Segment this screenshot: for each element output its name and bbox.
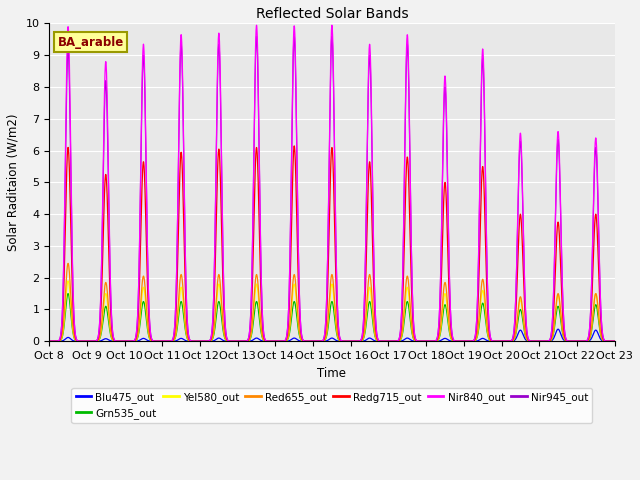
Nir840_out xyxy=(110,336,118,341)
Blu475_out xyxy=(287,337,294,343)
Blu475_out xyxy=(554,326,562,332)
Redg715_out xyxy=(287,265,294,271)
Red655_out xyxy=(143,318,151,324)
Nir840_out xyxy=(143,233,151,239)
Yel580_out xyxy=(143,321,151,327)
Line: Redg715_out: Redg715_out xyxy=(49,146,614,341)
Red655_out xyxy=(110,338,118,344)
X-axis label: Time: Time xyxy=(317,367,346,380)
Blu475_out xyxy=(611,338,618,344)
Nir840_out xyxy=(45,338,53,344)
Redg715_out xyxy=(291,143,298,149)
Red655_out xyxy=(287,311,294,316)
Nir840_out xyxy=(253,22,260,28)
Red655_out xyxy=(45,338,53,344)
Redg715_out xyxy=(262,338,270,344)
Nir840_out xyxy=(262,338,270,344)
Red655_out xyxy=(611,338,618,344)
Grn535_out xyxy=(64,291,72,297)
Text: BA_arable: BA_arable xyxy=(58,36,124,49)
Redg715_out xyxy=(110,336,118,342)
Nir945_out xyxy=(611,338,618,344)
Grn535_out xyxy=(143,326,151,332)
Redg715_out xyxy=(143,275,151,280)
Nir840_out xyxy=(539,338,547,344)
Y-axis label: Solar Raditaion (W/m2): Solar Raditaion (W/m2) xyxy=(7,114,20,251)
Title: Reflected Solar Bands: Reflected Solar Bands xyxy=(255,7,408,21)
Blu475_out xyxy=(539,338,547,344)
Nir945_out xyxy=(45,338,53,344)
Redg715_out xyxy=(611,338,618,344)
Red655_out xyxy=(600,338,607,344)
Red655_out xyxy=(539,338,547,344)
Yel580_out xyxy=(287,315,294,321)
Grn535_out xyxy=(262,338,270,344)
Yel580_out xyxy=(600,338,607,344)
Redg715_out xyxy=(539,338,547,344)
Blu475_out xyxy=(143,337,151,343)
Blu475_out xyxy=(600,338,607,344)
Red655_out xyxy=(64,261,72,266)
Nir945_out xyxy=(287,212,294,217)
Yel580_out xyxy=(64,278,72,284)
Line: Nir945_out: Nir945_out xyxy=(49,36,614,341)
Grn535_out xyxy=(611,338,618,344)
Nir945_out xyxy=(110,336,118,341)
Grn535_out xyxy=(110,338,118,344)
Blu475_out xyxy=(45,338,53,344)
Yel580_out xyxy=(45,338,53,344)
Redg715_out xyxy=(45,338,53,344)
Grn535_out xyxy=(45,338,53,344)
Nir945_out xyxy=(143,237,151,243)
Blu475_out xyxy=(110,338,118,344)
Nir945_out xyxy=(253,34,260,39)
Line: Nir840_out: Nir840_out xyxy=(49,25,614,341)
Legend: Blu475_out, Grn535_out, Yel580_out, Red655_out, Redg715_out, Nir840_out, Nir945_: Blu475_out, Grn535_out, Yel580_out, Red6… xyxy=(72,388,593,423)
Redg715_out xyxy=(600,337,607,343)
Grn535_out xyxy=(287,322,294,328)
Line: Red655_out: Red655_out xyxy=(49,264,614,341)
Nir945_out xyxy=(539,338,547,344)
Grn535_out xyxy=(539,338,547,344)
Line: Yel580_out: Yel580_out xyxy=(49,281,614,341)
Yel580_out xyxy=(262,338,270,344)
Blu475_out xyxy=(262,338,270,344)
Yel580_out xyxy=(110,338,118,344)
Line: Grn535_out: Grn535_out xyxy=(49,294,614,341)
Line: Blu475_out: Blu475_out xyxy=(49,329,614,341)
Grn535_out xyxy=(600,338,607,344)
Nir840_out xyxy=(600,336,607,342)
Nir945_out xyxy=(262,338,270,344)
Nir840_out xyxy=(611,338,618,344)
Nir840_out xyxy=(287,207,294,213)
Yel580_out xyxy=(539,338,547,344)
Nir945_out xyxy=(600,336,607,342)
Yel580_out xyxy=(611,338,618,344)
Red655_out xyxy=(262,338,270,344)
